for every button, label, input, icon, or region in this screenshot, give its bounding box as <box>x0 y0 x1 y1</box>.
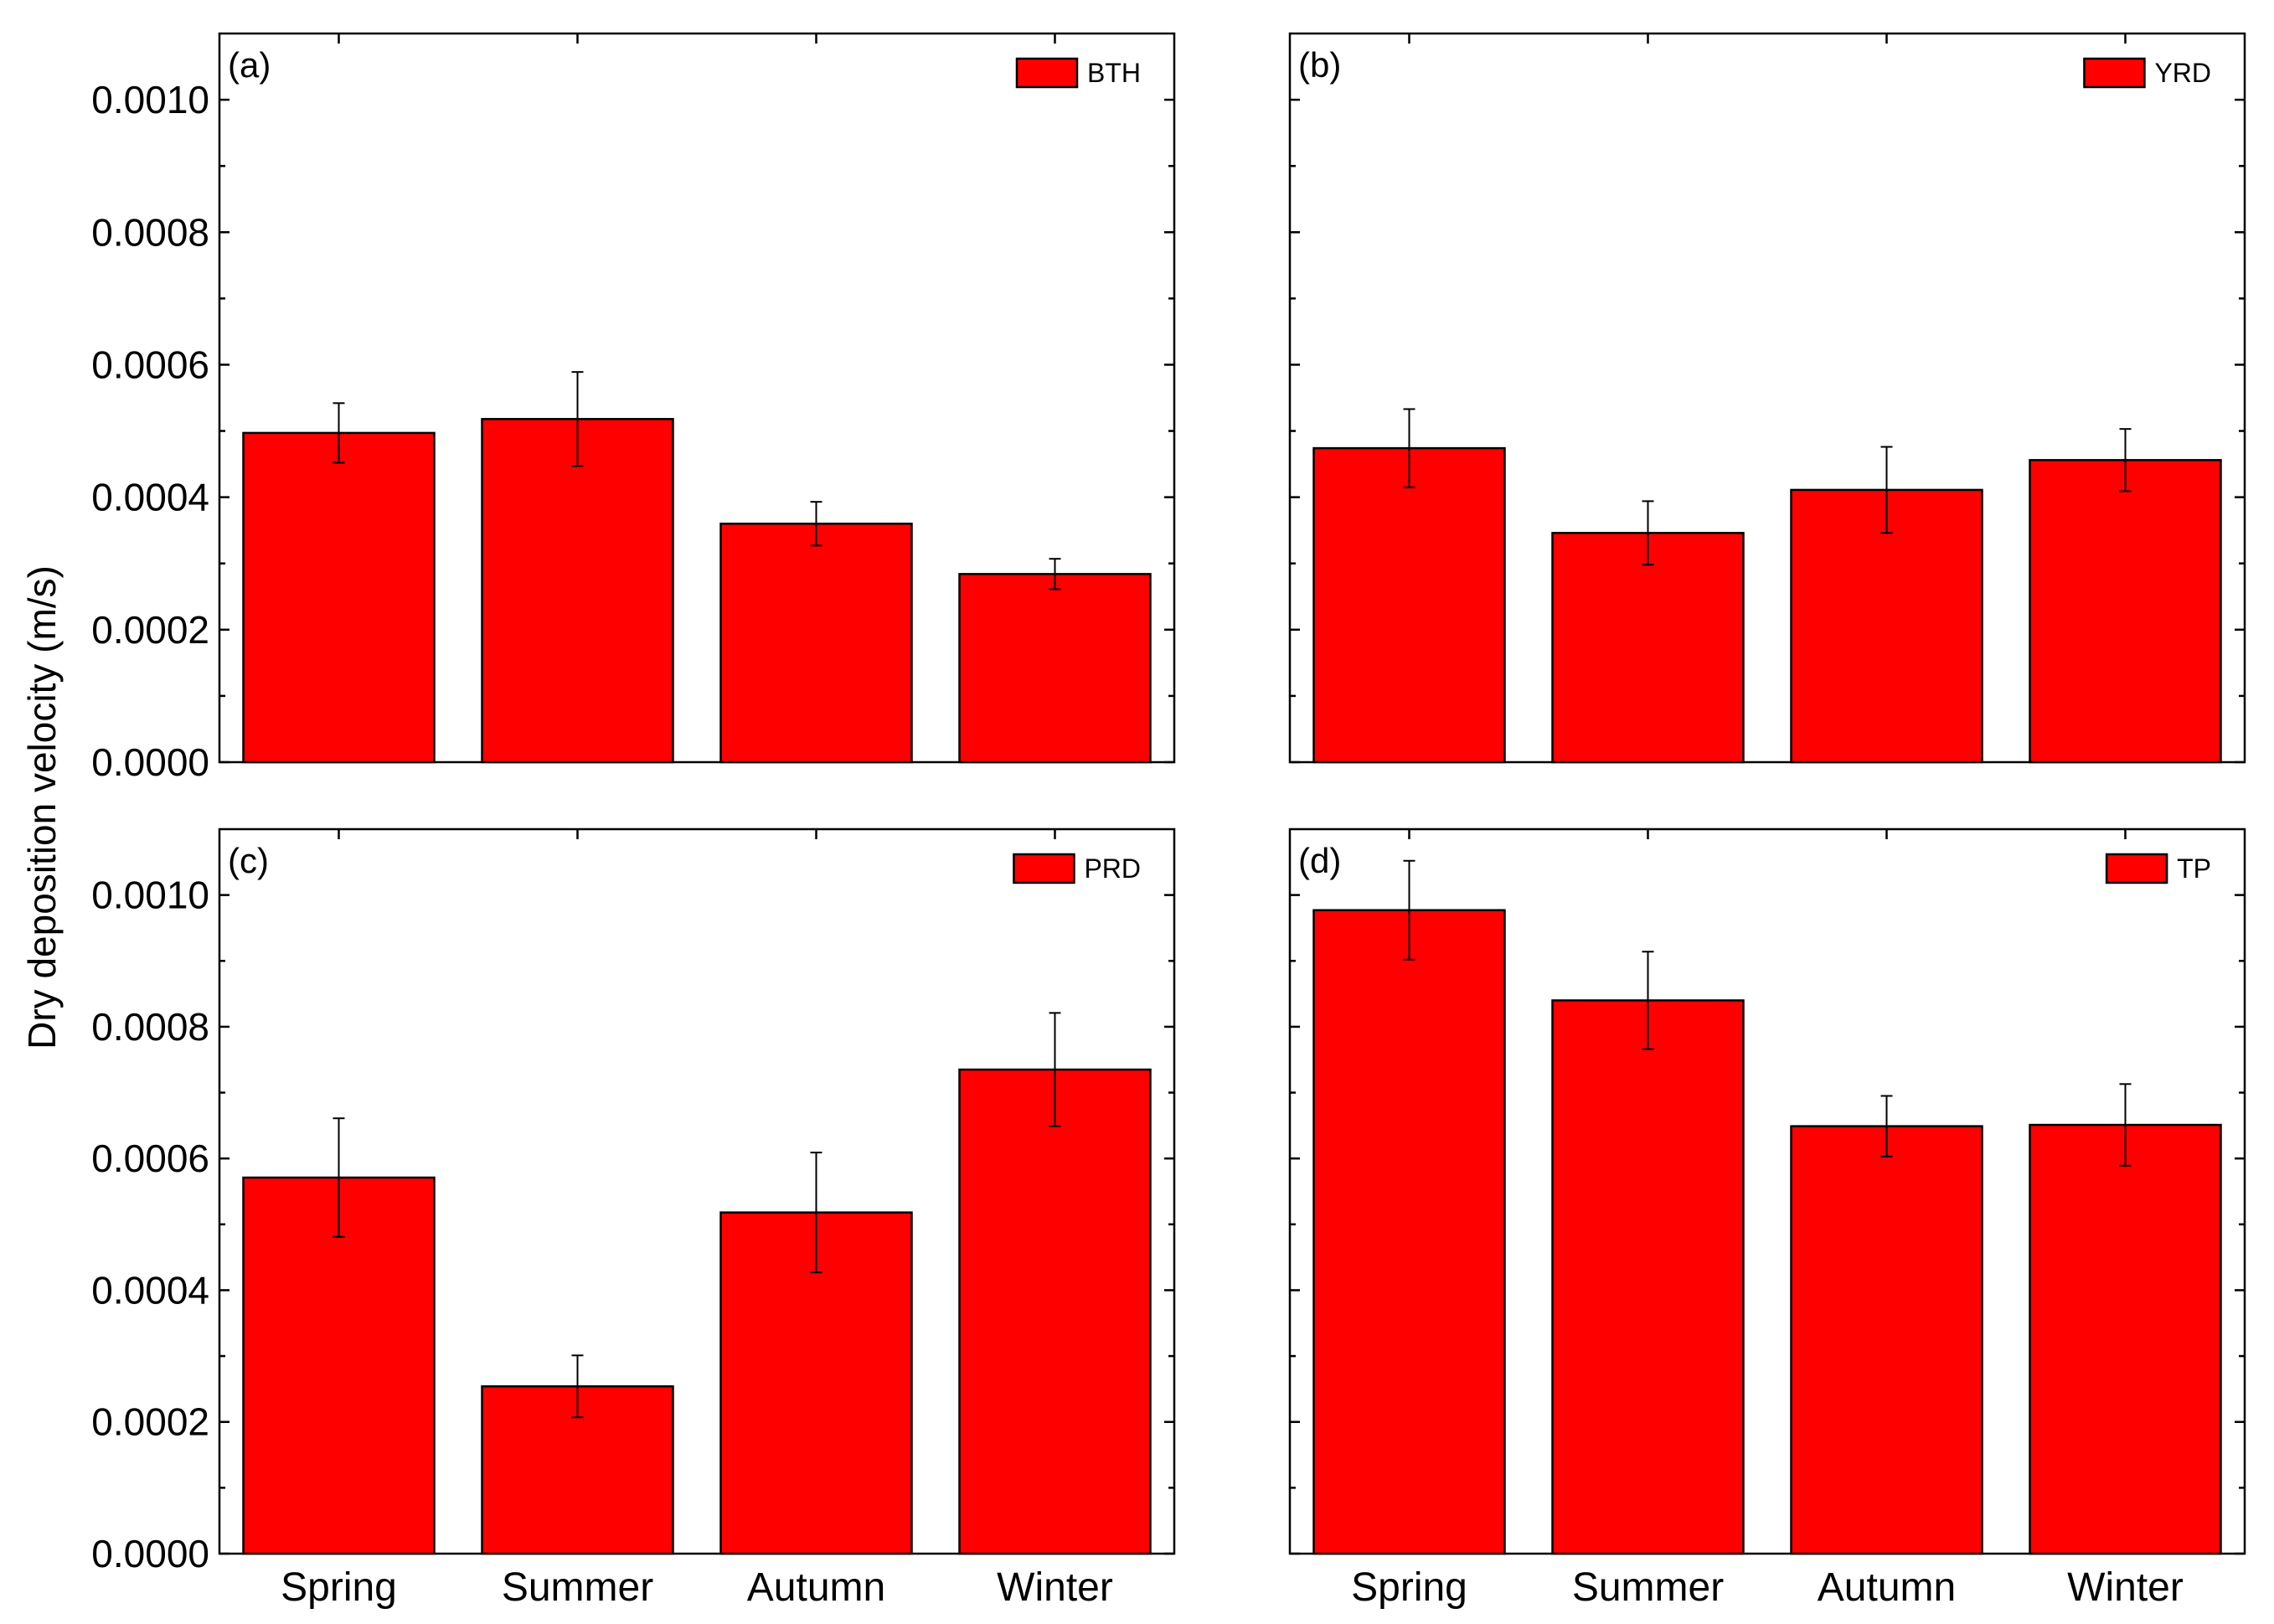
bar <box>2029 459 2222 764</box>
bar <box>1790 1125 1983 1555</box>
y-tick-label: 0.0004 <box>91 1268 209 1312</box>
bar <box>242 431 436 764</box>
y-tick-label: 0.0000 <box>91 1532 209 1575</box>
plot-frame <box>1288 827 2246 1555</box>
bar <box>481 418 674 764</box>
panel-label: (d) <box>1298 841 1341 880</box>
y-tick-label: 0.0000 <box>91 740 209 784</box>
chart-panel: 0.0000 0.0002 0.0004 0.0006 0.0008 0.0010 Spri… <box>91 827 1176 1610</box>
y-tick-label: 0.0010 <box>91 78 209 121</box>
y-axis-label: Dry deposition velocity (m/s) <box>20 565 64 1049</box>
plot-frame <box>218 827 1176 1555</box>
bar <box>1551 999 1745 1555</box>
x-tick-label: Summer <box>502 1565 653 1610</box>
y-tick-label: 0.0004 <box>91 476 209 519</box>
x-tick-label: Spring <box>1351 1565 1467 1610</box>
legend-swatch <box>2083 57 2146 89</box>
chart-panel: Spring Summer Autumn Winter (d) TP <box>1288 827 2246 1610</box>
plot-frame <box>1288 32 2246 764</box>
x-tick-label: Winter <box>2067 1565 2184 1610</box>
legend-label: YRD <box>2154 58 2211 88</box>
bar <box>242 1176 436 1555</box>
legend: PRD <box>1013 853 1141 884</box>
bar <box>958 573 1152 764</box>
panels: 0.0000 0.0002 0.0004 0.0006 0.0008 0.0010 (a) B… <box>91 32 2246 1610</box>
legend: TP <box>2105 853 2211 884</box>
legend-swatch <box>1015 57 1079 89</box>
y-tick-label: 0.0008 <box>91 210 209 254</box>
legend-swatch <box>2105 853 2168 884</box>
legend-label: BTH <box>1087 58 1141 88</box>
x-tick-label: Autumn <box>1818 1565 1956 1610</box>
legend-swatch <box>1013 853 1075 884</box>
x-tick-label: Summer <box>1572 1565 1724 1610</box>
bar <box>958 1068 1152 1555</box>
bar <box>719 523 913 764</box>
bar <box>1312 909 1506 1555</box>
bar <box>2029 1123 2222 1555</box>
y-tick-label: 0.0006 <box>91 1137 209 1180</box>
x-tick-label: Winter <box>997 1565 1113 1610</box>
y-tick-label: 0.0010 <box>91 874 209 917</box>
y-tick-label: 0.0002 <box>91 608 209 652</box>
legend-label: PRD <box>1084 853 1141 884</box>
chart-panel: (b) YRD <box>1288 32 2246 764</box>
panel-label: (a) <box>228 45 271 85</box>
bar <box>1312 446 1506 764</box>
panel-label: (b) <box>1298 45 1341 85</box>
legend: BTH <box>1015 57 1141 89</box>
legend: YRD <box>2083 57 2211 89</box>
x-tick-label: Autumn <box>747 1565 885 1610</box>
y-tick-label: 0.0008 <box>91 1005 209 1049</box>
legend-label: TP <box>2177 853 2211 884</box>
plot-frame <box>218 32 1176 764</box>
chart-panel: 0.0000 0.0002 0.0004 0.0006 0.0008 0.0010 (a) B… <box>91 32 1176 784</box>
bar <box>1551 532 1745 764</box>
panel-label: (c) <box>228 841 269 880</box>
bar <box>1790 488 1983 764</box>
y-tick-label: 0.0006 <box>91 343 209 386</box>
y-tick-label: 0.0002 <box>91 1400 209 1444</box>
x-tick-label: Spring <box>281 1565 397 1610</box>
